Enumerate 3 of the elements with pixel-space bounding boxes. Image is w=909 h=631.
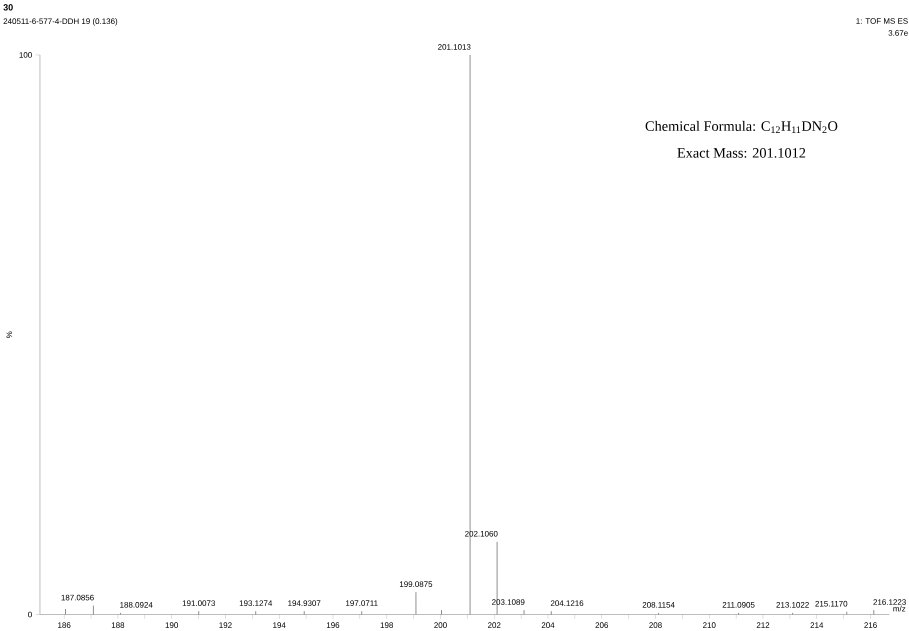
annotation: Chemical Formula: C$_{12}$H$_{11}$DN$_{2}$O	[646, 120, 838, 133]
chart-title: 30	[3, 4, 13, 10]
annotation: Exact Mass: 201.1012	[677, 148, 806, 158]
